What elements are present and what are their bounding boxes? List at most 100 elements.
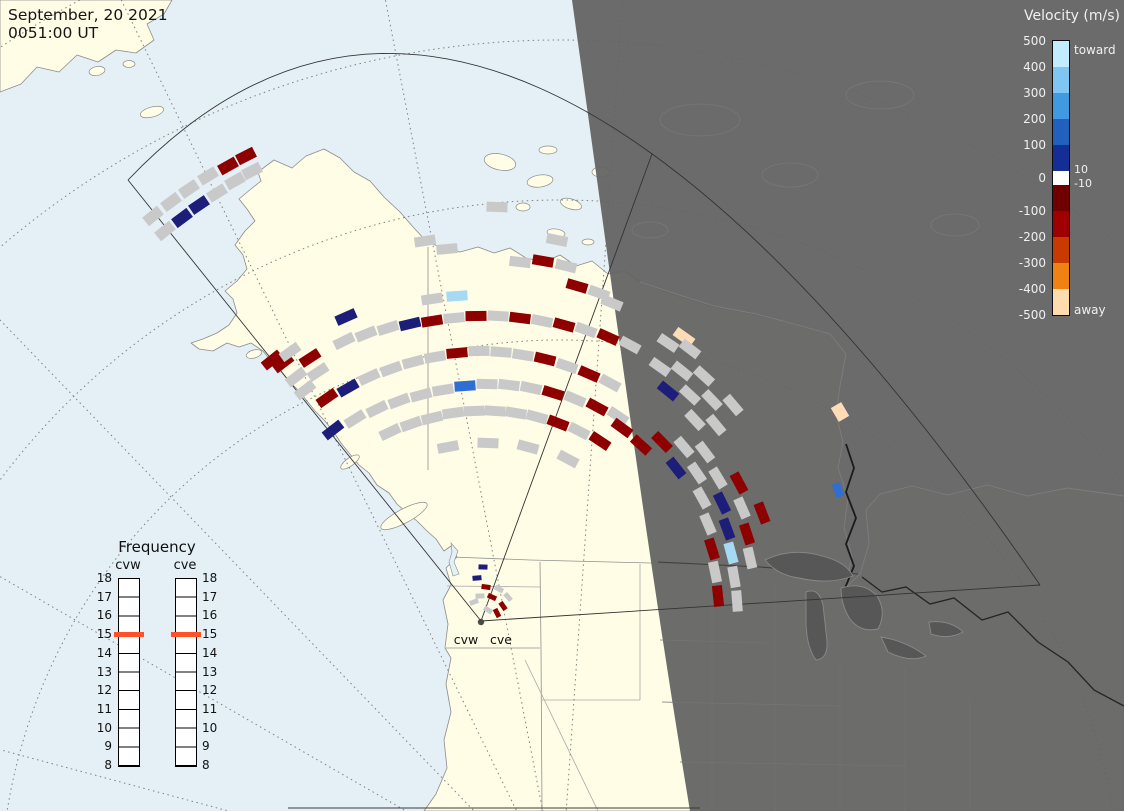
- frequency-tick-label: 13: [96, 664, 112, 679]
- velocity-cell: [436, 440, 460, 454]
- velocity-cell: [531, 254, 555, 268]
- radar-fov-outline: [127, 52, 1041, 622]
- james-bay-coast: [844, 443, 857, 589]
- frequency-active-marker: [114, 631, 144, 637]
- velocity-cell: [546, 414, 570, 432]
- frequency-tick-label: 9: [104, 739, 112, 754]
- velocity-colorbar-segment-away: [1053, 289, 1069, 315]
- date-label: September, 20 2021: [8, 6, 168, 24]
- frequency-tick-label: 8: [104, 758, 112, 772]
- velocity-cell: [463, 405, 485, 417]
- velocity-cell: [365, 399, 389, 419]
- frequency-tick-label: 11: [202, 701, 218, 716]
- velocity-cell: [692, 486, 712, 510]
- frequency-col-cve: cve: [173, 558, 197, 573]
- velocity-cell: [197, 166, 219, 186]
- velocity-colorbar-segment-away: [1053, 185, 1069, 211]
- great-lakes: [764, 551, 964, 661]
- velocity-cell: [718, 517, 736, 541]
- velocity-cell: [206, 183, 228, 203]
- velocity-cell: [354, 325, 378, 343]
- scatter-cells-layer: [142, 146, 850, 619]
- velocity-colorbar-segment-toward: [1053, 119, 1069, 145]
- velocity-cell: [545, 233, 569, 247]
- velocity-cell: [492, 607, 502, 619]
- border-state-3: [524, 659, 599, 811]
- frequency-tick-label: 15: [96, 627, 112, 642]
- velocity-cell: [446, 347, 468, 359]
- velocity-cell: [387, 392, 411, 410]
- toward-label: toward: [1074, 43, 1116, 57]
- velocity-cell: [684, 408, 706, 432]
- velocity-cell: [731, 590, 743, 612]
- velocity-cell: [831, 482, 845, 498]
- fov-west-edge: [127, 179, 482, 622]
- frequency-tick-label: 10: [96, 720, 112, 735]
- velocity-cell: [574, 321, 598, 339]
- velocity-tick-label: 300: [1023, 86, 1046, 100]
- velocity-cell: [686, 461, 708, 485]
- velocity-cell: [704, 537, 720, 561]
- velocity-colorbar-segment-toward: [1053, 93, 1069, 119]
- frequency-tick-label: 14: [96, 645, 112, 660]
- velocity-cell: [699, 512, 717, 536]
- velocity-cell: [577, 365, 601, 383]
- frequency-legend-title: Frequency: [118, 538, 196, 556]
- velocity-cell: [284, 366, 308, 388]
- velocity-cell: [398, 316, 422, 332]
- velocity-cell: [436, 243, 458, 255]
- velocity-cell: [376, 320, 400, 336]
- velocity-cell: [235, 146, 257, 166]
- velocity-cell: [712, 491, 732, 515]
- frequency-tick-label: 11: [96, 701, 112, 716]
- velocity-cell: [533, 351, 557, 367]
- velocity-tick-label: -500: [1018, 308, 1046, 322]
- frequency-tick-label: 16: [202, 608, 218, 623]
- velocity-cell: [678, 338, 702, 360]
- velocity-cell: [738, 522, 756, 546]
- st-lawrence-coast: [861, 576, 1124, 707]
- velocity-cell: [188, 195, 210, 215]
- velocity-cell: [423, 350, 447, 364]
- night-geography-layer: [288, 80, 1124, 811]
- velocity-cell: [481, 583, 491, 591]
- puget-sound: [448, 542, 460, 577]
- velocity-cell: [476, 378, 498, 390]
- velocity-cell: [530, 314, 554, 328]
- velocity-tick-label: -100: [1018, 204, 1046, 218]
- velocity-cell: [484, 405, 506, 417]
- night-state-grid: [659, 585, 971, 811]
- velocity-cell: [413, 234, 437, 248]
- velocity-cell: [443, 312, 465, 324]
- velocity-colorbar-segment-toward: [1053, 67, 1069, 93]
- velocity-cell: [293, 379, 317, 401]
- velocity-tick-label: 100: [1023, 138, 1046, 152]
- velocity-cell: [475, 593, 485, 599]
- velocity-cell: [600, 294, 624, 312]
- velocity-cell: [694, 440, 716, 464]
- velocity-cell: [486, 201, 508, 213]
- velocity-cell: [482, 605, 494, 615]
- velocity-cell: [629, 434, 653, 456]
- velocity-cell: [224, 171, 246, 191]
- velocity-cell: [708, 466, 728, 490]
- velocity-cell: [490, 346, 512, 358]
- velocity-cell: [555, 357, 579, 375]
- frequency-tick-label: 17: [202, 589, 218, 604]
- velocity-cell: [585, 397, 609, 417]
- frequency-tick-label: 8: [202, 758, 210, 772]
- velocity-colorbar-zero-gap: [1053, 171, 1069, 185]
- velocity-cell: [596, 328, 620, 346]
- velocity-cell: [278, 341, 302, 363]
- fov-middle-edge: [480, 153, 653, 622]
- frequency-tick-label: 13: [202, 664, 218, 679]
- velocity-cell: [321, 419, 345, 441]
- frequency-tick-label: 14: [202, 645, 218, 660]
- velocity-cell: [142, 205, 164, 227]
- velocity-cell: [503, 591, 513, 603]
- velocity-cell: [465, 310, 487, 322]
- velocity-cell: [733, 496, 751, 520]
- velocity-cell: [171, 207, 193, 229]
- fov-east-edge: [480, 584, 1041, 622]
